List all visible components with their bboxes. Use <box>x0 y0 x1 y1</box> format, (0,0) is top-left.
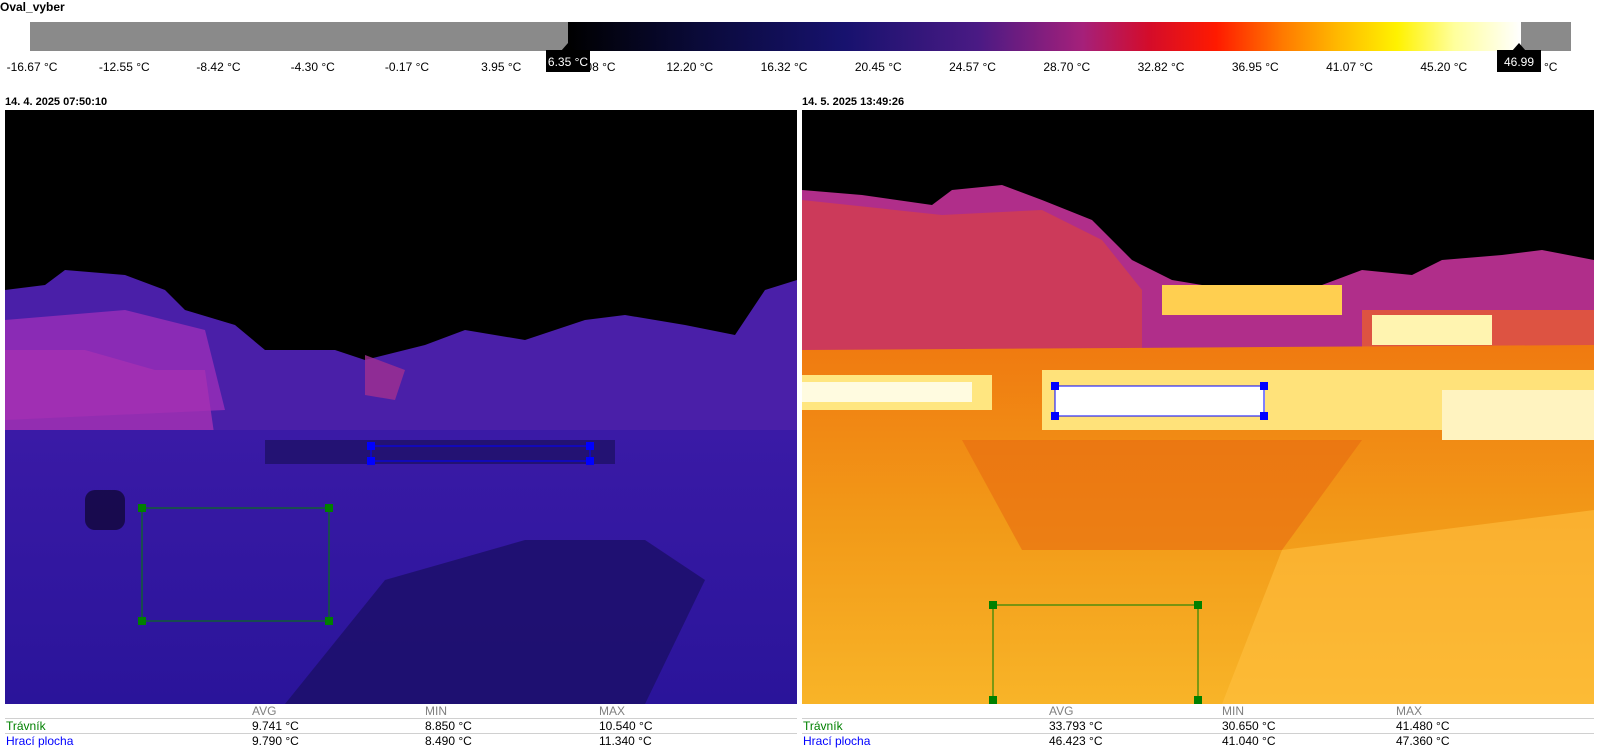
scale-tick-label: -12.55 °C <box>98 60 150 74</box>
thermal-image-left[interactable] <box>5 110 797 704</box>
col-avg: AVG <box>1049 704 1074 718</box>
stats-row-hraci-plocha[interactable]: Hrací plocha 46.423 °C 41.040 °C 47.360 … <box>802 733 1594 748</box>
scale-tick-label: 16.32 °C <box>760 60 808 74</box>
roi-travnik-left[interactable] <box>138 504 333 625</box>
roi-max: 11.340 °C <box>599 734 652 748</box>
roi-max: 10.540 °C <box>599 719 653 733</box>
scale-min-marker[interactable]: 6.35 °C <box>546 43 590 72</box>
scale-tick-label: -16.67 °C <box>6 60 58 74</box>
scale-out-of-range-high <box>1521 22 1571 51</box>
thermal-canvas-left <box>5 110 797 704</box>
scale-out-of-range-low <box>30 22 568 51</box>
stats-header: AVG MIN MAX <box>802 704 1594 718</box>
roi-travnik-right[interactable] <box>989 601 1202 704</box>
col-max: MAX <box>1396 704 1423 718</box>
stats-header: AVG MIN MAX <box>5 704 797 718</box>
roi-name: Hrací plocha <box>803 734 871 748</box>
roi-hraci-plocha-right[interactable] <box>1051 382 1268 420</box>
timestamp-right: 14. 5. 2025 13:49:26 <box>802 96 905 108</box>
roi-avg: 46.423 °C <box>1049 734 1103 748</box>
scale-tick-label: 20.45 °C <box>854 60 902 74</box>
roi-hraci-plocha-left[interactable] <box>367 442 594 465</box>
col-min: MIN <box>425 704 447 718</box>
thermal-canvas-right <box>802 110 1594 704</box>
col-min: MIN <box>1222 704 1244 718</box>
scale-tick-label: 36.95 °C <box>1231 60 1279 74</box>
roi-max: 47.360 °C <box>1396 734 1450 748</box>
roi-name: Trávník <box>6 719 46 733</box>
roi-avg: 33.793 °C <box>1049 719 1103 733</box>
col-max: MAX <box>599 704 626 718</box>
scale-tick-label: -8.42 °C <box>196 60 241 74</box>
roi-avg: 9.741 °C <box>252 719 299 733</box>
scale-tick-label: 3.95 °C <box>481 60 522 74</box>
scale-gradient <box>568 22 1521 51</box>
thermal-image-right[interactable] <box>802 110 1594 704</box>
scale-max-marker[interactable]: 46.99 °C <box>1497 43 1541 93</box>
stats-table-right: AVG MIN MAX Trávník 33.793 °C 30.650 °C … <box>802 704 1594 748</box>
stats-table-left: AVG MIN MAX Trávník 9.741 °C 8.850 °C 10… <box>5 704 797 748</box>
roi-min: 41.040 °C <box>1222 734 1276 748</box>
roi-avg: 9.790 °C <box>252 734 299 748</box>
timestamp-left: 14. 4. 2025 07:50:10 <box>5 96 108 108</box>
color-scale-bar[interactable] <box>30 22 1571 51</box>
roi-name: Trávník <box>803 719 843 733</box>
roi-max: 41.480 °C <box>1396 719 1450 733</box>
scale-tick-label: -0.17 °C <box>384 60 430 74</box>
scale-tick-label: 28.70 °C <box>1043 60 1091 74</box>
scale-tick-label: 24.57 °C <box>949 60 996 74</box>
stats-row-travnik[interactable]: Trávník 33.793 °C 30.650 °C 41.480 °C <box>802 718 1594 733</box>
stats-row-travnik[interactable]: Trávník 9.741 °C 8.850 °C 10.540 °C <box>5 718 797 733</box>
scale-tick-label: 45.20 °C <box>1420 60 1468 74</box>
profile-title: Oval_vyber <box>0 0 65 14</box>
roi-min: 8.850 °C <box>425 719 472 733</box>
col-avg: AVG <box>252 704 277 718</box>
scale-tick-label: 32.82 °C <box>1137 60 1185 74</box>
scale-tick-label: -4.30 °C <box>290 60 335 74</box>
roi-min: 8.490 °C <box>425 734 472 748</box>
stats-row-hraci-plocha[interactable]: Hrací plocha 9.790 °C 8.490 °C 11.340 °C <box>5 733 797 748</box>
scale-tick-label: 41.07 °C <box>1326 60 1373 74</box>
roi-min: 30.650 °C <box>1222 719 1276 733</box>
scale-tick-label: 12.20 °C <box>666 60 714 74</box>
roi-name: Hrací plocha <box>6 734 74 748</box>
